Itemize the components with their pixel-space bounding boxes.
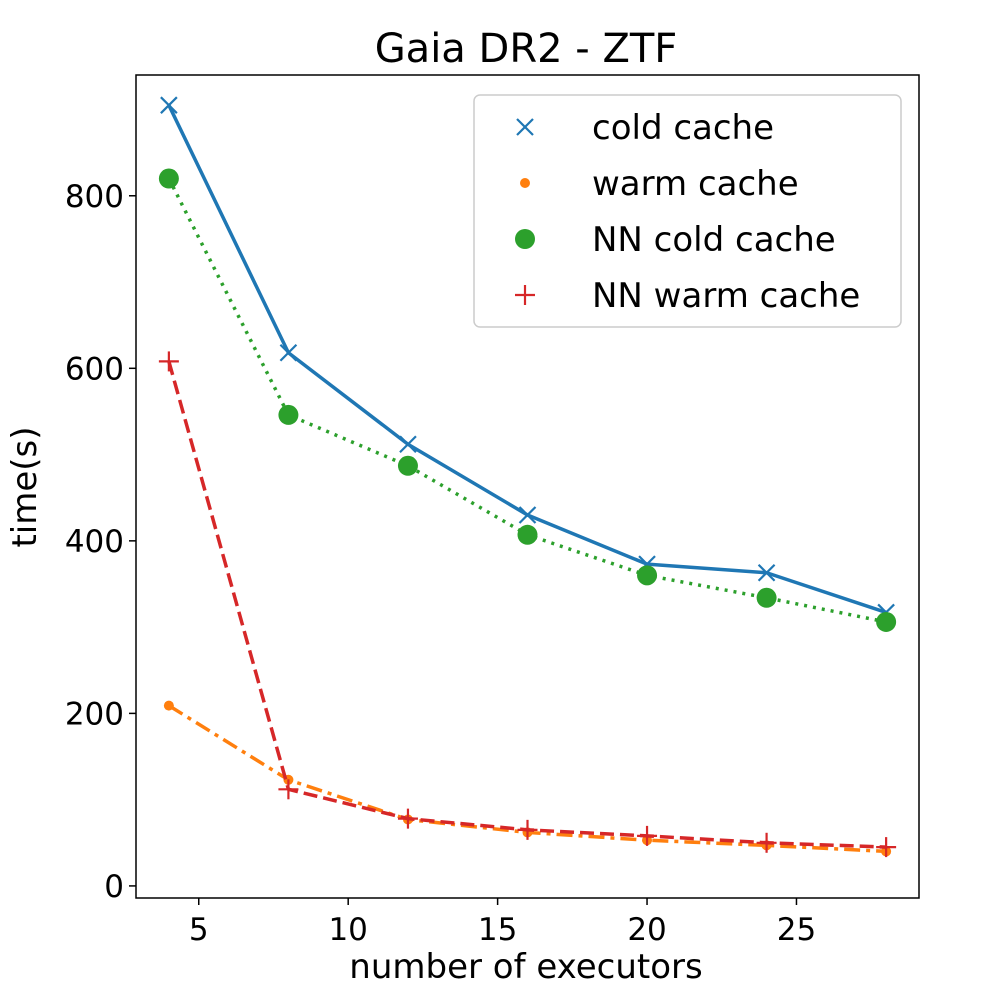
data-point-nn-warm-cache	[397, 808, 418, 829]
legend-label-nn-warm-cache: NN warm cache	[592, 276, 860, 316]
data-point-cold-cache	[399, 435, 417, 454]
data-point-warm-cache	[163, 700, 174, 711]
data-point-nn-warm-cache	[756, 832, 777, 853]
series-nn-cold-cache	[158, 168, 897, 632]
plot-frame	[135, 74, 920, 899]
legend-label-warm-cache: warm cache	[592, 164, 799, 204]
data-point-cold-cache	[279, 344, 298, 362]
y-tick-label: 600	[65, 351, 124, 387]
data-point-cold-cache	[518, 506, 537, 524]
data-point-nn-cold-cache	[756, 587, 777, 608]
x-marker-stroke	[160, 96, 178, 114]
x-tick-label: 20	[627, 912, 666, 948]
legend-marker-cold-cache	[516, 118, 534, 136]
data-point-nn-warm-cache	[278, 779, 299, 800]
series-cold-cache	[160, 96, 895, 622]
x-tick-label: 25	[777, 912, 816, 948]
legend-box	[473, 94, 902, 328]
data-point-nn-warm-cache	[637, 825, 658, 846]
x-marker-stroke	[757, 563, 776, 582]
y-tick-label: 400	[65, 524, 124, 560]
legend: cold cache warm cache NN cold cache NN warm…	[473, 94, 902, 328]
data-point-nn-cold-cache	[637, 565, 658, 586]
legend-label-nn-cold-cache: NN cold cache	[592, 220, 836, 260]
data-point-nn-cold-cache	[278, 404, 299, 425]
series-nn-warm-cache	[158, 351, 897, 858]
data-point-nn-cold-cache	[158, 168, 179, 189]
chart-title: Gaia DR2 - ZTF	[375, 26, 678, 72]
data-point-cold-cache	[757, 563, 776, 582]
axis-ticks: 5 10 15 20 25 0 200 400 600 800	[65, 179, 816, 948]
x-axis-label: number of executors	[349, 947, 702, 986]
data-point-nn-cold-cache	[876, 611, 897, 632]
legend-marker-warm-cache	[520, 178, 530, 188]
data-point-nn-warm-cache	[876, 837, 897, 858]
data-point-nn-cold-cache	[517, 524, 538, 545]
data-point-nn-warm-cache	[517, 819, 538, 840]
series-line-nn-warm-cache	[167, 360, 887, 849]
legend-marker-nn-cold-cache	[515, 229, 535, 249]
x-tick-label: 5	[189, 912, 209, 948]
x-tick-label: 10	[328, 912, 367, 948]
x-marker-stroke	[399, 435, 417, 454]
x-marker-stroke	[516, 118, 534, 136]
x-tick-label: 15	[478, 912, 517, 948]
legend-label-cold-cache: cold cache	[592, 108, 774, 148]
y-tick-label: 200	[65, 696, 124, 732]
y-tick-label: 0	[104, 869, 124, 905]
data-point-nn-warm-cache	[158, 351, 179, 372]
x-marker-stroke	[518, 506, 537, 524]
data-point-nn-cold-cache	[397, 455, 418, 476]
legend-marker-nn-warm-cache	[515, 285, 535, 305]
series-layer	[158, 96, 897, 858]
x-marker-stroke	[279, 344, 298, 362]
data-point-cold-cache	[160, 96, 178, 114]
y-tick-label: 800	[65, 179, 124, 215]
y-axis-label: time(s)	[5, 426, 45, 547]
